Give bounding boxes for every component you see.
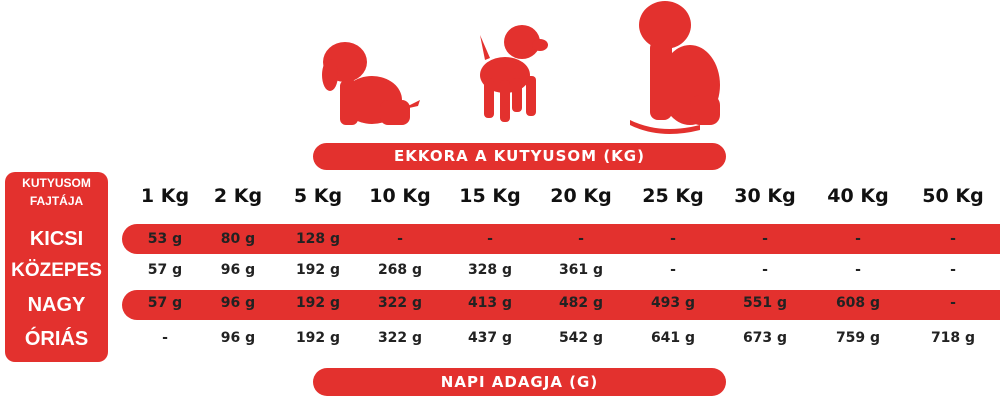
table-cell: 493 g: [650, 295, 696, 311]
table-cell: 361 g: [558, 262, 604, 278]
table-cell: 718 g: [930, 330, 976, 346]
table-cell: 57 g: [147, 262, 183, 278]
row-highlight-nagy: [122, 290, 1000, 320]
table-cell: 608 g: [835, 295, 881, 311]
table-cell: 482 g: [558, 295, 604, 311]
table-cell: -: [855, 231, 861, 247]
column-header: 15 Kg: [459, 185, 521, 207]
table-cell: 192 g: [295, 262, 341, 278]
table-cell: 96 g: [220, 262, 256, 278]
row-label-kozepes: KÖZEPES: [11, 260, 102, 281]
table-cell: 57 g: [147, 295, 183, 311]
corner-label-line2: FAJTÁJA: [29, 194, 84, 208]
dog-sitting-icon: [630, 1, 720, 134]
table-cell: 759 g: [835, 330, 881, 346]
row-highlight-kicsi: [122, 224, 1000, 254]
column-header: 25 Kg: [642, 185, 704, 207]
table-cell: -: [762, 231, 768, 247]
breed-size-labels: KUTYUSOM FAJTÁJA KICSI KÖZEPES NAGY ÓRIÁ…: [5, 172, 108, 362]
table-cell: 80 g: [220, 231, 256, 247]
table-cell: -: [855, 262, 861, 278]
puppy-standing-icon: [480, 25, 548, 122]
row-label-orias: ÓRIÁS: [24, 328, 89, 350]
table-cell: 328 g: [467, 262, 513, 278]
table-cell: -: [950, 262, 956, 278]
column-header: 1 Kg: [140, 185, 190, 207]
column-header: 2 Kg: [213, 185, 263, 207]
table-cell: -: [762, 262, 768, 278]
row-label-nagy: NAGY: [27, 294, 86, 316]
column-header: 20 Kg: [550, 185, 612, 207]
table-cell: -: [950, 295, 956, 311]
column-header: 50 Kg: [922, 185, 984, 207]
table-cell: 128 g: [295, 231, 341, 247]
table-cell: -: [487, 231, 493, 247]
dog-illustrations: [322, 1, 720, 134]
table-cell: -: [670, 262, 676, 278]
table-cell: 53 g: [147, 231, 183, 247]
table-cell: 673 g: [742, 330, 788, 346]
table-cell: 322 g: [377, 295, 423, 311]
daily-portion-bar: NAPI ADAGJA (G): [313, 368, 726, 396]
puppy-sitting-icon: [322, 42, 420, 125]
table-cell: 551 g: [742, 295, 788, 311]
column-header: 40 Kg: [827, 185, 889, 207]
column-header: 5 Kg: [293, 185, 343, 207]
table-cell: 96 g: [220, 295, 256, 311]
table-cell: 542 g: [558, 330, 604, 346]
table-cell: -: [397, 231, 403, 247]
row-label-kicsi: KICSI: [29, 228, 84, 250]
table-cell: -: [578, 231, 584, 247]
column-header: 10 Kg: [369, 185, 431, 207]
column-header: 30 Kg: [734, 185, 796, 207]
table-cell: 268 g: [377, 262, 423, 278]
table-cell: 192 g: [295, 295, 341, 311]
table-cell: -: [950, 231, 956, 247]
corner-label-line1: KUTYUSOM: [22, 176, 91, 190]
weight-title-bar: EKKORA A KUTYUSOM (KG): [313, 143, 726, 170]
table-cell: 96 g: [220, 330, 256, 346]
table-cell: 437 g: [467, 330, 513, 346]
table-cell: 641 g: [650, 330, 696, 346]
table-cell: 413 g: [467, 295, 513, 311]
table-cell: -: [162, 330, 168, 346]
table-cell: -: [670, 231, 676, 247]
table-cell: 322 g: [377, 330, 423, 346]
table-cell: 192 g: [295, 330, 341, 346]
